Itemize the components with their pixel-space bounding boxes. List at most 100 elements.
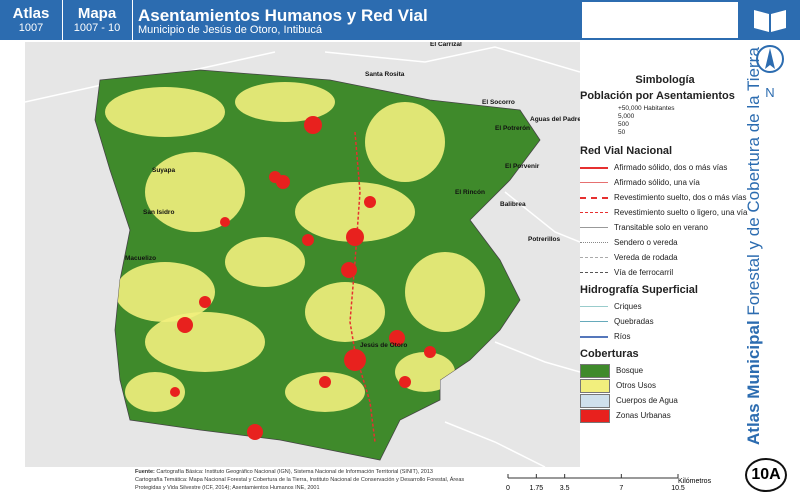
boundary-line xyxy=(324,46,580,73)
legend-swatch xyxy=(580,182,608,183)
place-label: Jesús de Otoro xyxy=(360,342,407,349)
subtitle: Municipio de Jesús de Otoro, Intibucá xyxy=(138,24,323,36)
north-label: N xyxy=(765,85,774,100)
logos xyxy=(582,2,738,38)
legend-label: Quebradas xyxy=(614,317,654,326)
atlas-box: Atlas 1007 xyxy=(0,0,63,40)
legend-swatch xyxy=(580,408,610,423)
book-icon xyxy=(754,10,786,32)
population-legend: +50,000 Habitantes 5,000 500 50 xyxy=(580,105,750,141)
other-use xyxy=(305,282,385,342)
legend-swatch xyxy=(580,196,608,199)
legend-swatch xyxy=(580,378,610,393)
place-label: Aguas del Padre xyxy=(530,116,580,123)
legend-item: Ríos xyxy=(580,329,750,344)
legend-item: Sendero o vereda xyxy=(580,235,750,250)
boundary-line xyxy=(444,421,546,467)
legend-label: Sendero o vereda xyxy=(614,238,678,247)
vertical-title: Atlas Municipal Forestal y de Cobertura … xyxy=(744,47,764,445)
title: Asentamientos Humanos y Red Vial xyxy=(138,6,428,25)
population-label: 50 xyxy=(618,129,626,136)
legend-item: Revestimiento suelto o ligero, una vía xyxy=(580,205,750,220)
legend-title: Simbología xyxy=(635,74,695,86)
other-use xyxy=(285,372,365,412)
settlement xyxy=(177,317,193,333)
scale-label: 3.5 xyxy=(560,485,570,492)
legend-item: Afirmado sólido, una vía xyxy=(580,175,750,190)
header: Atlas 1007 Mapa 1007 - 10 Asentamientos … xyxy=(0,0,800,40)
legend-item: Otros Usos xyxy=(580,378,750,393)
map-number: 1007 - 10 xyxy=(73,22,121,34)
other-use xyxy=(295,182,415,242)
legend-label: Afirmado sólido, dos o más vías xyxy=(614,163,728,172)
settlement xyxy=(319,376,331,388)
atlas-label: Atlas xyxy=(12,5,50,22)
legend-item: Revestimiento suelto, dos o más vías xyxy=(580,190,750,205)
population-label: 500 xyxy=(618,121,629,128)
legend-section-title: Hidrografía Superficial xyxy=(580,284,698,296)
source-line: Cartografía Temática: Mapa Nacional Fore… xyxy=(135,477,465,491)
legend-label: Bosque xyxy=(616,366,644,375)
place-label: El Carrizal xyxy=(430,42,462,48)
other-use xyxy=(225,237,305,287)
settlement xyxy=(424,346,436,358)
settlement xyxy=(220,217,230,227)
legend-swatch xyxy=(580,335,608,338)
legend-swatch xyxy=(580,393,610,408)
map-label: Mapa xyxy=(77,5,117,22)
settlement xyxy=(170,387,180,397)
legend-label: Ríos xyxy=(614,332,631,341)
legend-item: Zonas Urbanas xyxy=(580,408,750,423)
settlement xyxy=(341,262,357,278)
legend-label: Afirmado sólido, una vía xyxy=(614,178,700,187)
map-code: 10A xyxy=(745,458,787,492)
legend-swatch xyxy=(580,321,608,322)
settlement xyxy=(302,234,314,246)
scale-unit: Kilómetros xyxy=(678,478,712,485)
source: Fuente: Cartografía Básica: Instituto Ge… xyxy=(135,468,475,492)
settlement xyxy=(364,196,376,208)
other-use xyxy=(125,372,185,412)
vertical-title-rest: Forestal y de Cobertura de la Tierra xyxy=(744,47,763,316)
settlement xyxy=(389,330,405,346)
settlement xyxy=(346,228,364,246)
legend-swatch xyxy=(580,363,610,378)
scale-label: 1.75 xyxy=(530,485,544,492)
legend: Simbología Población por Asentamientos +50… xyxy=(580,70,750,423)
legend-section-title: Coberturas xyxy=(580,348,639,360)
legend-swatch xyxy=(580,257,608,258)
settlement xyxy=(269,171,281,183)
legend-item: Transitable solo en verano xyxy=(580,220,750,235)
legend-item: Vía de ferrocarril xyxy=(580,265,750,280)
place-label: San Isidro xyxy=(143,209,174,216)
atlas-number: 1007 xyxy=(18,22,44,34)
north-arrow: N xyxy=(756,45,784,100)
scale-label: 7 xyxy=(619,485,623,492)
legend-item: Criques xyxy=(580,299,750,314)
scale-label: 0 xyxy=(506,485,510,492)
place-label: Macuelizo xyxy=(125,255,156,262)
legend-swatch xyxy=(580,242,608,243)
settlement xyxy=(247,424,263,440)
other-use xyxy=(115,262,215,322)
place-label: Santa Rosita xyxy=(365,71,405,78)
other-use xyxy=(145,152,245,232)
boundary-line xyxy=(504,191,580,243)
place-label: El Potrerón xyxy=(495,125,530,132)
cover-layer xyxy=(105,82,485,412)
place-label: Balibrea xyxy=(500,201,526,208)
source-line: Cartografía Básica: Instituto Geográfico… xyxy=(156,469,433,475)
legend-item: Quebradas xyxy=(580,314,750,329)
legend-item: Vereda de rodada xyxy=(580,250,750,265)
other-use xyxy=(235,82,335,122)
place-label: El Porvenir xyxy=(505,163,540,170)
place-label: Suyapa xyxy=(152,167,176,174)
settlement xyxy=(399,376,411,388)
legend-label: Revestimiento suelto, dos o más vías xyxy=(614,193,747,202)
legend-label: Criques xyxy=(614,302,642,311)
legend-swatch xyxy=(580,166,608,169)
legend-label: Revestimiento suelto o ligero, una vía xyxy=(614,208,748,217)
legend-label: Transitable solo en verano xyxy=(614,223,708,232)
legend-label: Vereda de rodada xyxy=(614,253,678,262)
population-label: 5,000 xyxy=(618,113,635,120)
